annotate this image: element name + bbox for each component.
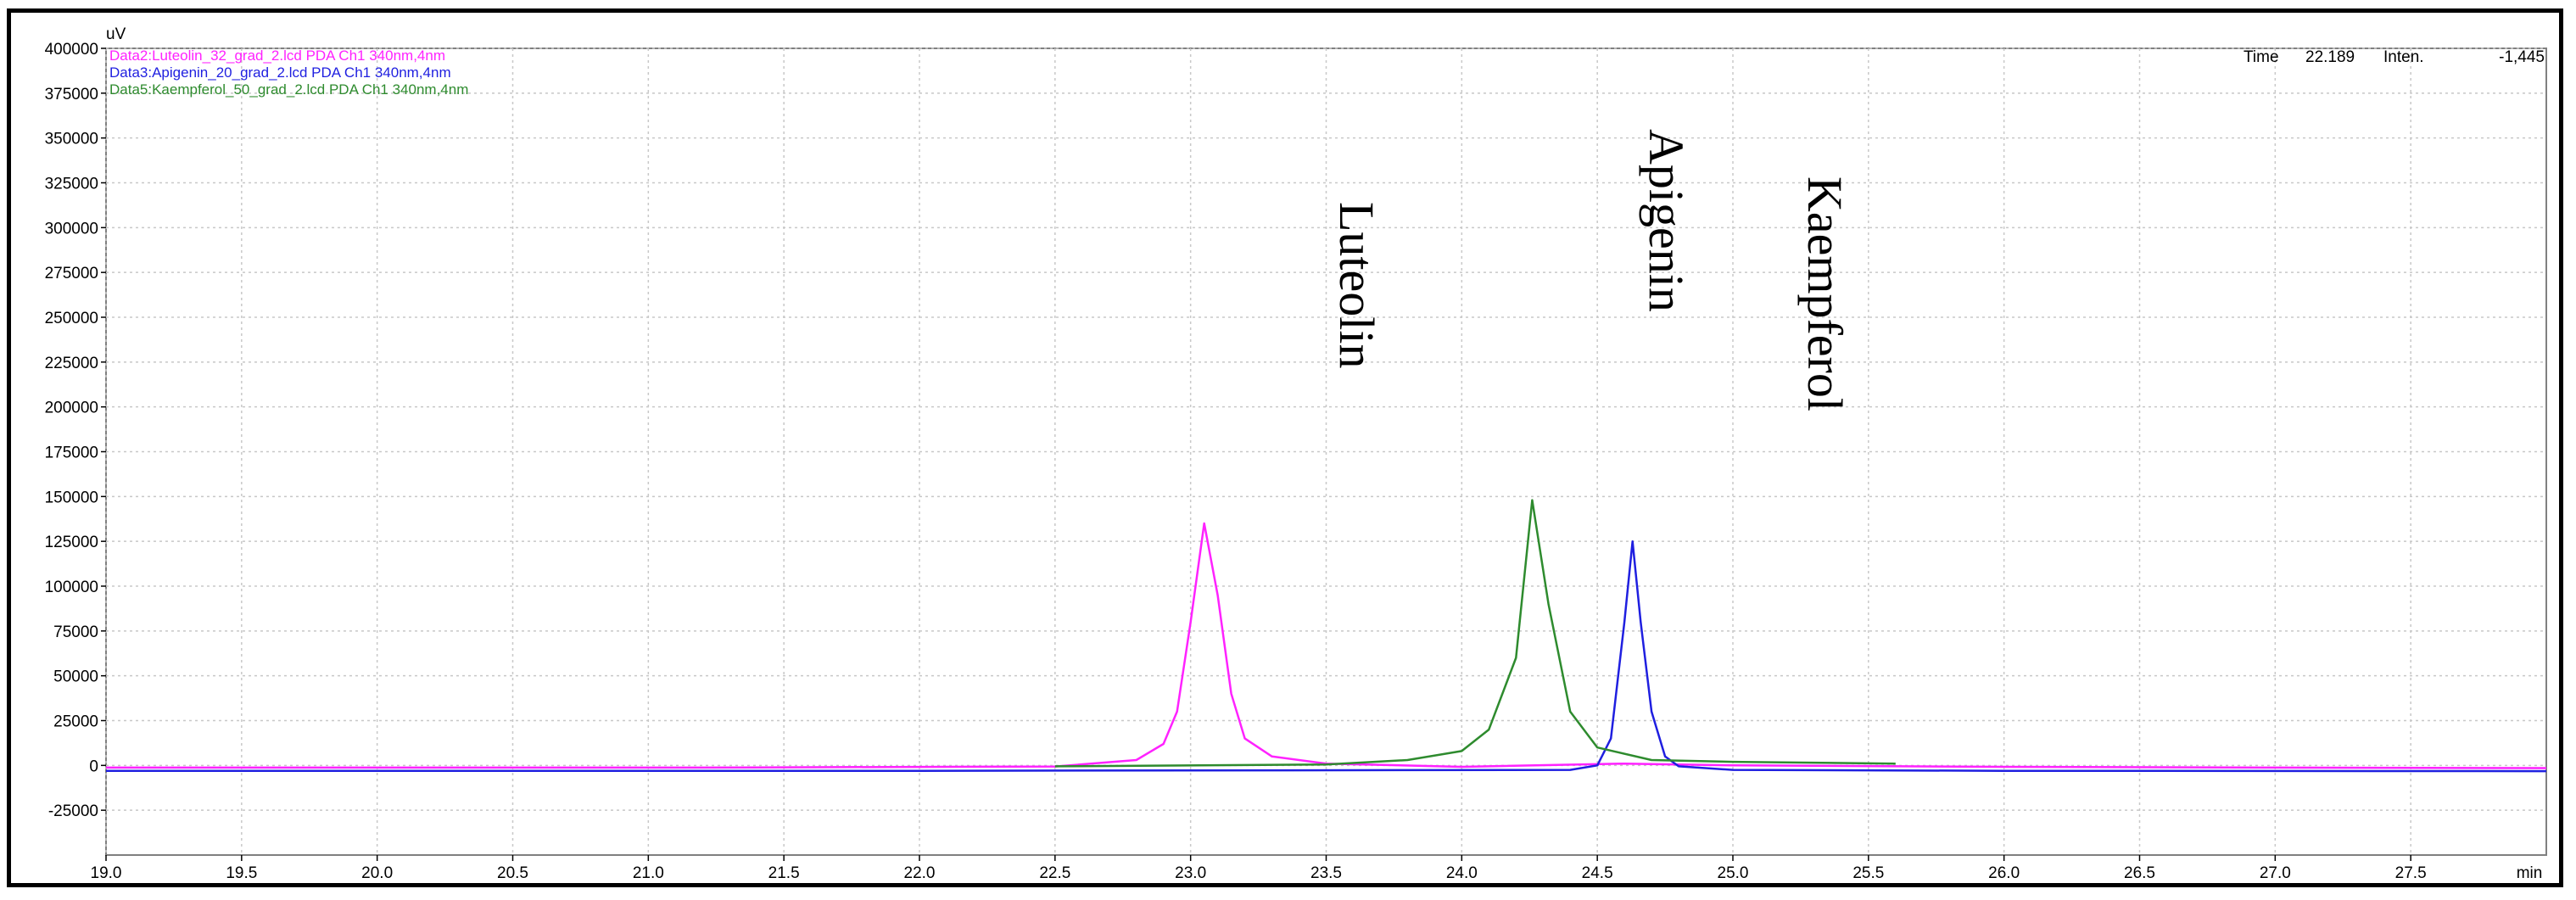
x-tick-label: 24.0 [1446, 864, 1478, 882]
x-tick-label: 27.5 [2395, 864, 2427, 882]
cursor-readout: Time 22.189 Inten. -1,445 [2244, 48, 2545, 66]
y-tick-label: 50000 [53, 668, 98, 686]
y-tick-label: 400000 [45, 41, 98, 59]
y-tick-label: 25000 [53, 713, 98, 731]
x-tick-label: 27.0 [2260, 864, 2291, 882]
y-tick-label: 125000 [45, 534, 98, 551]
x-tick-label: 20.5 [497, 864, 528, 882]
y-tick-label: 100000 [45, 579, 98, 596]
x-tick-label: 25.0 [1718, 864, 1749, 882]
readout-inten-label: Inten. [2383, 48, 2424, 66]
y-tick-label: 300000 [45, 220, 98, 238]
x-tick-label: 22.0 [904, 864, 936, 882]
peak-label-kaempferol: Kaempferol [1797, 176, 1852, 411]
legend-entry-3: Data5:Kaempferol_50_grad_2.lcd PDA Ch1 3… [109, 81, 468, 98]
y-tick-label: 375000 [45, 86, 98, 103]
legend-entry-2: Data3:Apigenin_20_grad_2.lcd PDA Ch1 340… [109, 64, 451, 81]
series-line-3 [1054, 499, 1896, 768]
peak-label-apigenin: Apigenin [1639, 129, 1694, 312]
x-tick-label: 19.5 [226, 864, 257, 882]
x-tick-label: 19.0 [91, 864, 122, 882]
y-tick-label: 250000 [45, 310, 98, 327]
series-line-1 [106, 522, 2547, 769]
x-tick-label: 23.0 [1175, 864, 1206, 882]
x-tick-label: 26.0 [1988, 864, 2020, 882]
readout-time-label: Time [2244, 48, 2279, 66]
y-axis-unit: uV [106, 25, 126, 43]
y-tick-label: 350000 [45, 131, 98, 148]
series-line-2 [106, 539, 2547, 773]
y-tick-label: 0 [89, 757, 98, 775]
readout-inten-value: -1,445 [2499, 48, 2545, 66]
x-axis-unit: min [2517, 864, 2543, 882]
x-tick-label: 20.0 [361, 864, 393, 882]
y-tick-label: -25000 [48, 802, 98, 820]
x-tick-label: 22.5 [1039, 864, 1070, 882]
x-tick-label: 21.5 [768, 864, 800, 882]
y-tick-label: 200000 [45, 400, 98, 417]
y-tick-label: 275000 [45, 265, 98, 282]
x-tick-label: 21.0 [633, 864, 664, 882]
legend-entry-1: Data2:Luteolin_32_grad_2.lcd PDA Ch1 340… [109, 48, 445, 64]
y-tick-label: 175000 [45, 444, 98, 462]
x-tick-label: 24.5 [1582, 864, 1613, 882]
peak-label-luteolin: Luteolin [1329, 202, 1384, 369]
y-tick-label: 225000 [45, 355, 98, 372]
x-axis-ticks: 19.0 19.5 20.0 20.5 21.0 21.5 22.0 22.5 23.0 23.5… [91, 855, 2543, 882]
readout-time-value: 22.189 [2305, 48, 2355, 66]
y-axis-ticks: 400000 375000 350000 325000 300000 275000 2500… [45, 41, 106, 820]
y-tick-label: 325000 [45, 176, 98, 193]
x-tick-label: 25.5 [1852, 864, 1884, 882]
legend: Data2:Luteolin_32_grad_2.lcd PDA Ch1 340… [109, 48, 468, 98]
y-tick-label: 75000 [53, 623, 98, 641]
x-tick-label: 23.5 [1310, 864, 1342, 882]
series-lines [106, 499, 2547, 773]
x-tick-label: 26.5 [2124, 864, 2155, 882]
y-tick-label: 150000 [45, 489, 98, 506]
